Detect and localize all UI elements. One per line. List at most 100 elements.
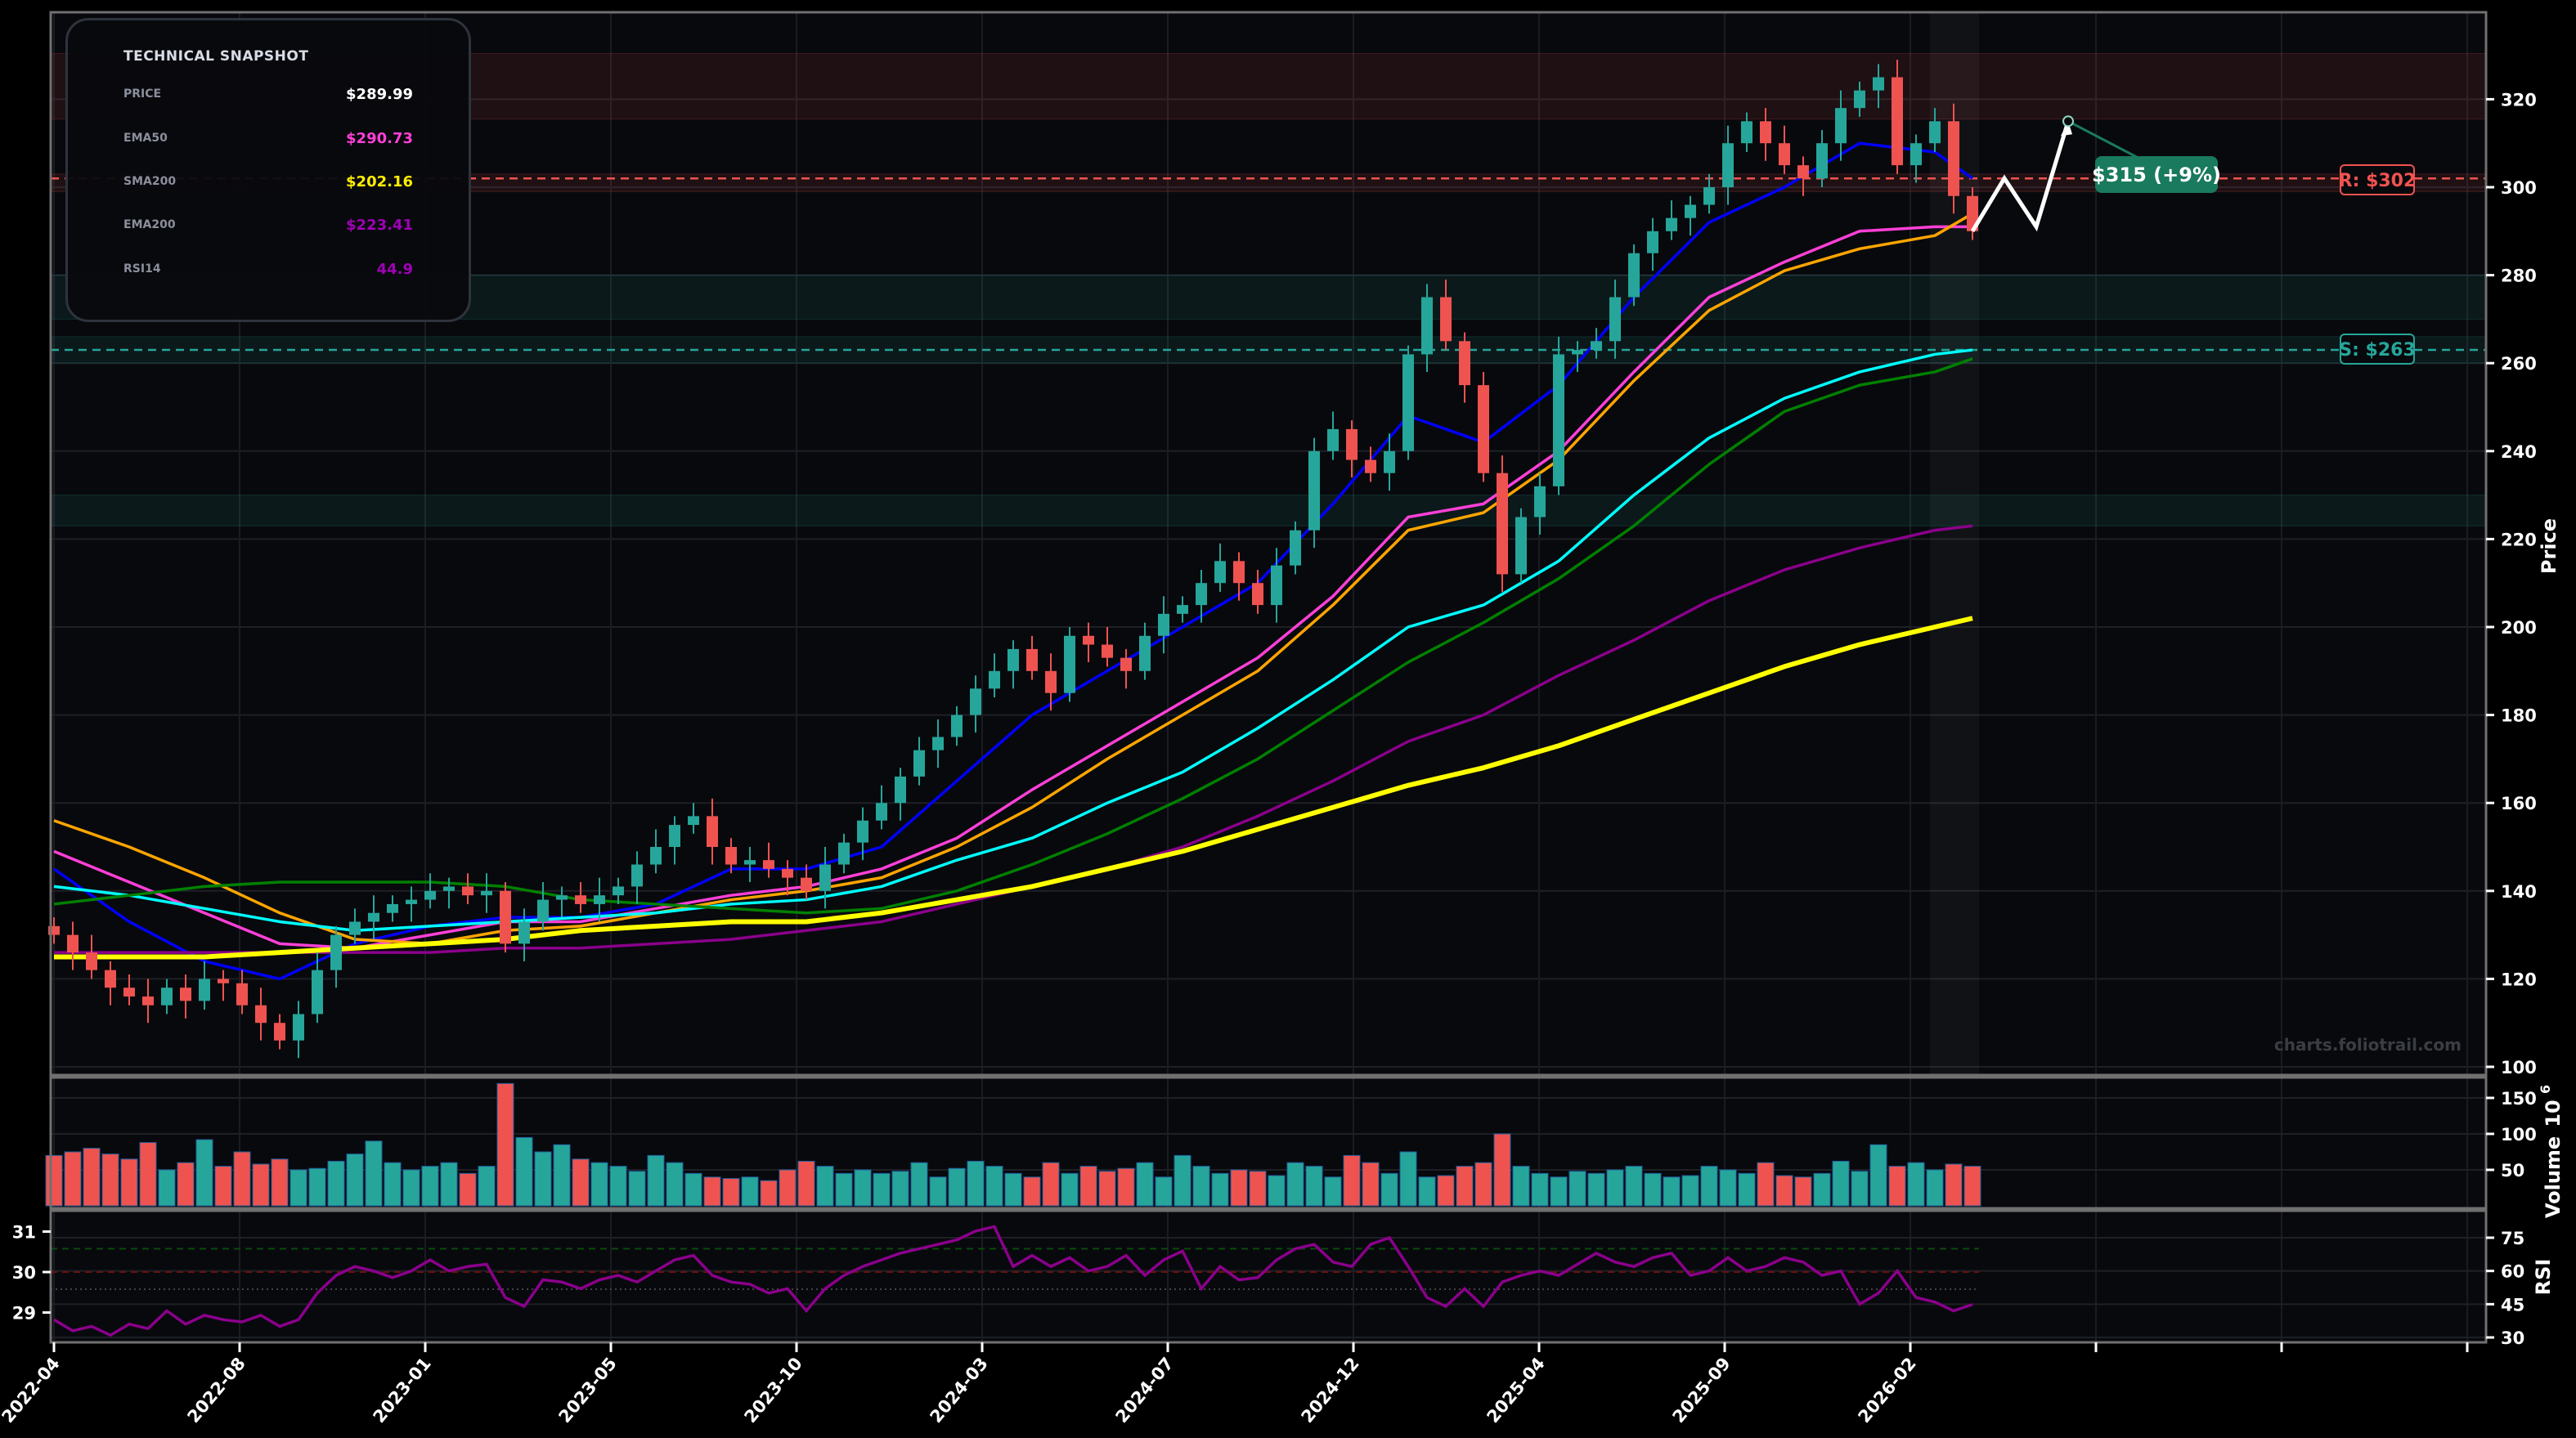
price-tick-label: 200 <box>2501 618 2537 638</box>
candle-body <box>1797 165 1809 179</box>
snapshot-row-sma200: SMA200 $202.16 <box>123 173 413 199</box>
volume-bar <box>421 1166 439 1207</box>
volume-bar <box>590 1162 608 1207</box>
forecast-arrowhead-icon <box>2061 121 2072 137</box>
candle-body <box>707 816 718 847</box>
snapshot-label: PRICE <box>123 87 162 101</box>
volume-bar <box>1794 1176 1812 1207</box>
volume-top-tick-label: 100 <box>2501 1058 2537 1077</box>
candle-body <box>1572 350 1583 355</box>
volume-bar <box>1963 1166 1981 1207</box>
candle-body <box>1045 670 1057 693</box>
candle-body <box>180 988 191 1001</box>
volume-exponent-base: 10 <box>2542 1100 2565 1127</box>
volume-bar <box>1230 1169 1248 1207</box>
volume-bar <box>214 1166 232 1207</box>
volume-bar <box>985 1166 1003 1207</box>
volume-bar <box>271 1158 289 1207</box>
candle-body <box>1497 473 1508 575</box>
volume-bar <box>1663 1176 1681 1207</box>
candle-body <box>1139 635 1151 671</box>
volume-bar <box>233 1151 251 1207</box>
candle-body <box>650 847 662 865</box>
volume-bar <box>1606 1169 1624 1207</box>
volume-bar <box>384 1162 402 1207</box>
candle-body <box>1102 644 1113 658</box>
volume-bar <box>1587 1172 1605 1207</box>
volume-bar <box>177 1162 195 1207</box>
rsi-tick-label: 75 <box>2501 1229 2524 1248</box>
candle-body <box>1008 648 1019 671</box>
candle-body <box>1365 459 1376 473</box>
volume-bar <box>1493 1133 1511 1207</box>
price-tick-label: 180 <box>2501 706 2537 726</box>
candle-body <box>556 895 568 900</box>
volume-bar <box>967 1160 985 1207</box>
volume-bar <box>1644 1172 1662 1207</box>
candle-body <box>1515 517 1527 575</box>
volume-bar <box>308 1167 326 1207</box>
volume-bar <box>478 1166 496 1207</box>
candle-body <box>951 715 963 737</box>
rsi-tick-label: 60 <box>2501 1262 2524 1282</box>
candle-body <box>518 921 530 944</box>
volume-bar <box>1832 1160 1850 1207</box>
candle-body <box>838 842 850 865</box>
candle-body <box>819 864 831 891</box>
snapshot-label: RSI14 <box>123 262 161 276</box>
volume-bar <box>1004 1172 1022 1207</box>
volume-bar <box>553 1144 571 1207</box>
volume-bar <box>816 1166 834 1207</box>
candle-body <box>613 886 624 896</box>
candle-body <box>970 688 981 715</box>
candle-body <box>462 886 473 896</box>
candle-body <box>575 895 586 904</box>
candle-body <box>1327 428 1339 451</box>
candle-body <box>1308 450 1320 531</box>
volume-bar <box>779 1169 797 1207</box>
forecast-target-marker <box>2062 115 2074 128</box>
candle-body <box>123 988 135 997</box>
volume-bar <box>1550 1176 1568 1207</box>
volume-bar <box>1757 1162 1775 1207</box>
candle-body <box>293 1014 304 1041</box>
price-tick-label: 220 <box>2501 530 2537 549</box>
volume-bar <box>1568 1171 1586 1207</box>
candle-body <box>631 864 643 887</box>
volume-bar <box>1136 1162 1154 1207</box>
snapshot-label: SMA200 <box>123 175 177 188</box>
candle-body <box>1816 143 1828 179</box>
volume-bar <box>1531 1172 1549 1207</box>
snapshot-row-ema200: EMA200 $223.41 <box>123 217 413 243</box>
volume-bar <box>684 1172 702 1207</box>
snapshot-value: $223.41 <box>346 217 413 234</box>
candle-body <box>1459 341 1470 386</box>
candle-body <box>1722 143 1734 187</box>
candle-body <box>1421 297 1433 355</box>
volume-bar <box>1023 1176 1041 1207</box>
snapshot-row-ema50: EMA50 $290.73 <box>123 130 413 156</box>
candle-body <box>876 803 887 821</box>
snapshot-value: $289.99 <box>346 86 413 103</box>
candle-body <box>1402 354 1414 451</box>
candle-body <box>1929 121 1941 144</box>
candle-body <box>782 868 793 878</box>
candle-body <box>1384 450 1395 473</box>
candle-body <box>725 847 737 865</box>
panel-frame <box>49 1076 2488 1210</box>
svg-text:R: $302: R: $302 <box>2339 171 2417 191</box>
volume-bar <box>1775 1175 1793 1207</box>
volume-bar <box>1869 1144 1887 1207</box>
volume-bar <box>158 1169 176 1207</box>
volume-bar <box>1286 1162 1304 1207</box>
moving-average-line <box>53 212 1973 946</box>
candle-body <box>481 890 492 896</box>
candle-body <box>86 952 97 970</box>
volume-bar <box>647 1154 665 1207</box>
candle-body <box>199 979 210 1001</box>
candle-body <box>406 899 417 904</box>
volume-bar <box>628 1171 646 1207</box>
volume-bar <box>1192 1166 1210 1207</box>
price-tick-label: 300 <box>2501 178 2537 198</box>
volume-bar <box>1324 1176 1342 1207</box>
